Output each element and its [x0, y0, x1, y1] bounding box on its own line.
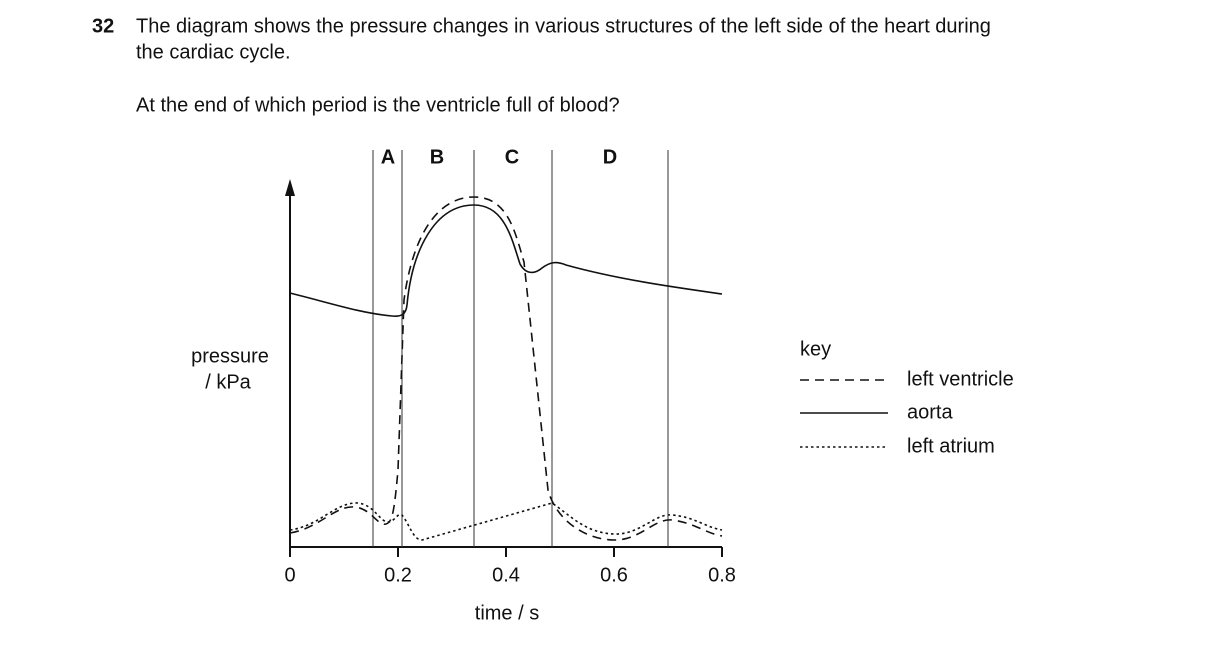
- key-label: left ventricle: [907, 368, 1014, 390]
- left-atrium-curve: [289, 502, 723, 541]
- x-tick-label: 0.4: [492, 564, 520, 586]
- key-label: aorta: [907, 401, 953, 423]
- question-prompt: At the end of which period is the ventri…: [136, 94, 620, 116]
- x-tick-label: 0.8: [708, 564, 736, 586]
- period-label: C: [505, 146, 519, 168]
- x-tick-marks: [289, 547, 723, 557]
- y-axis-arrow: [285, 179, 295, 196]
- y-axis-label: pressure: [191, 345, 269, 367]
- question-number: 32: [92, 15, 114, 37]
- period-label: D: [603, 146, 617, 168]
- x-axis-label: time / s: [475, 602, 539, 624]
- key-title: key: [800, 338, 831, 360]
- diagram: 0 0.2 0.4 0.6 0.8 time / s pressure / kP…: [191, 146, 1014, 624]
- x-tick-label: 0: [284, 564, 295, 586]
- x-tick-label: 0.2: [384, 564, 412, 586]
- x-tick-label: 0.6: [600, 564, 628, 586]
- period-label: B: [430, 146, 444, 168]
- left-ventricle-curve: [289, 196, 723, 541]
- question-text: the cardiac cycle.: [136, 41, 291, 63]
- key: key left ventricle aorta left atrium: [800, 338, 1014, 457]
- question-text: The diagram shows the pressure changes i…: [136, 15, 991, 37]
- aorta-curve: [289, 204, 723, 317]
- key-label: left atrium: [907, 435, 995, 457]
- period-dividers: [372, 150, 669, 547]
- period-label: A: [381, 146, 395, 168]
- y-axis-label: / kPa: [205, 371, 251, 393]
